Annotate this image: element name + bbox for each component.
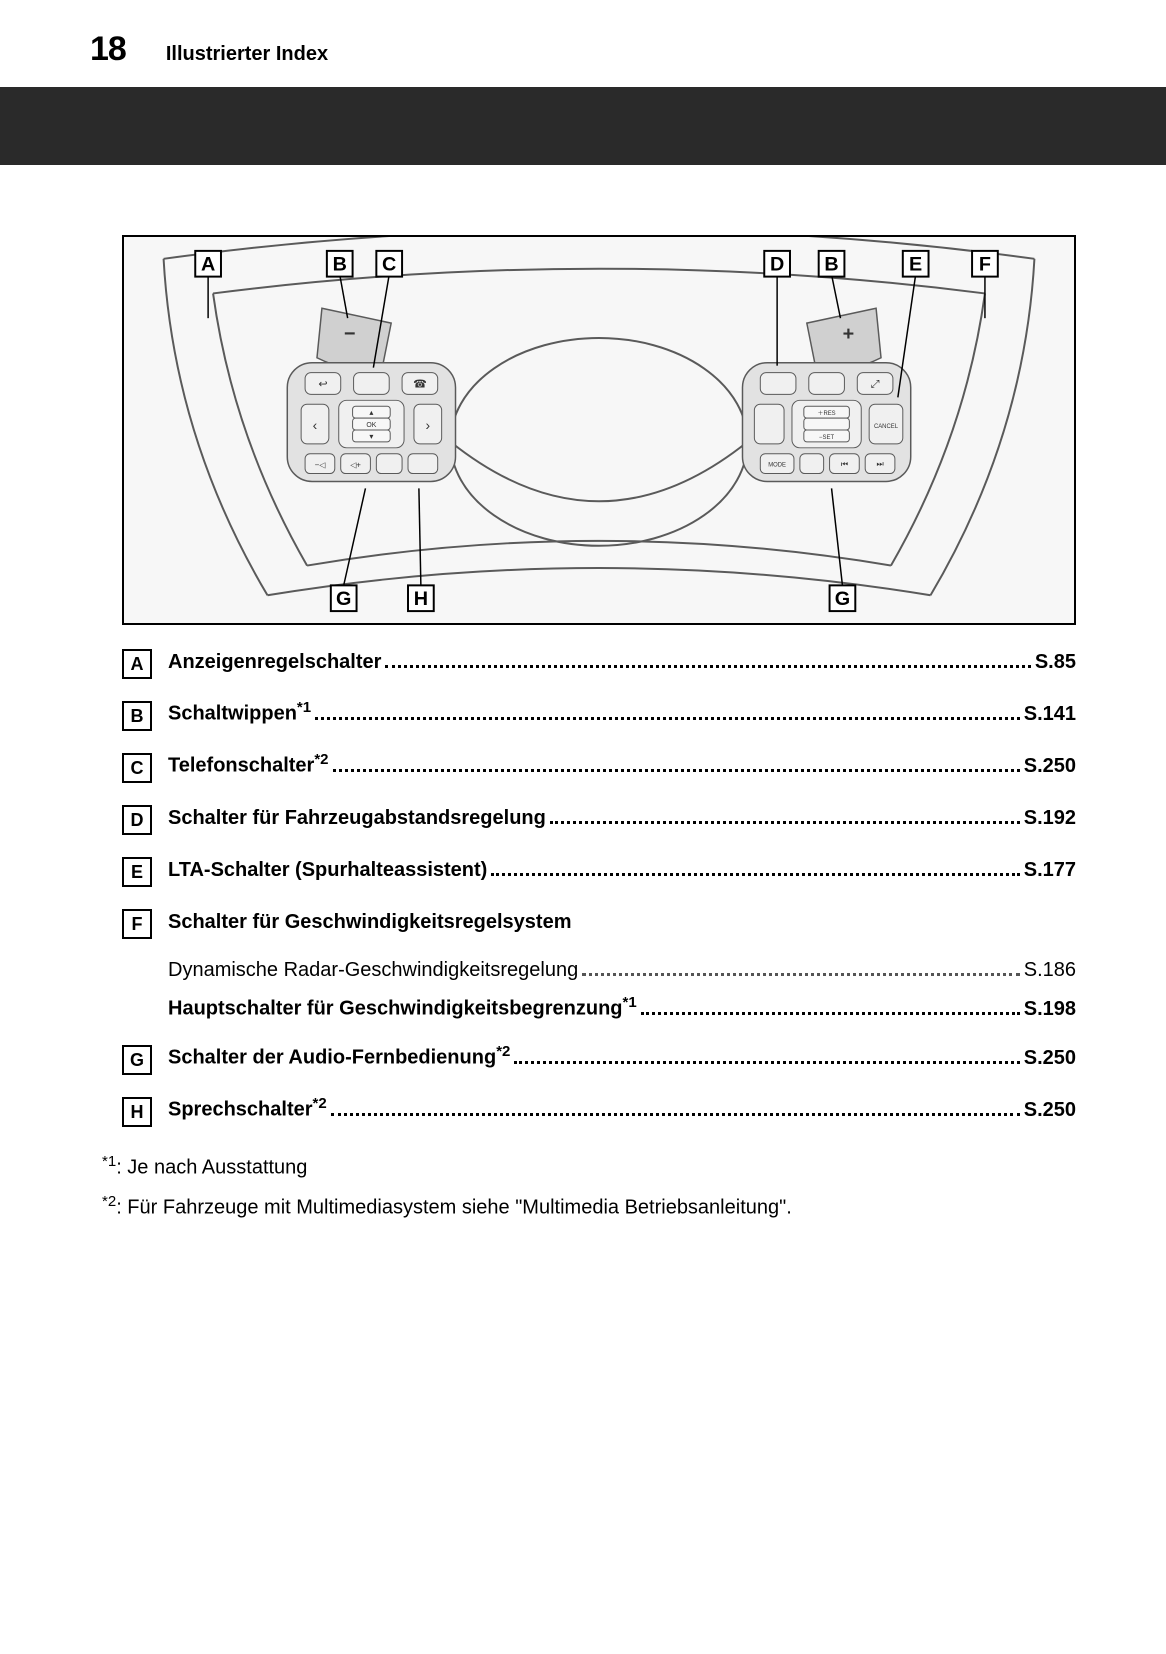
entry-letter: E xyxy=(122,857,152,887)
steering-wheel-diagram: − + ↩ ☎ ‹ xyxy=(122,235,1076,625)
svg-text:↩: ↩ xyxy=(318,378,327,390)
entry-label: Telefonschalter*2 xyxy=(168,751,329,778)
entry-page: S.141 xyxy=(1024,703,1076,726)
entry-leader xyxy=(331,1112,1020,1116)
entry-page: S.250 xyxy=(1024,755,1076,778)
entry-page: S.177 xyxy=(1024,859,1076,882)
footnote: *1: Je nach Ausstattung xyxy=(102,1147,1096,1188)
entry-leader xyxy=(491,872,1019,876)
entry-leader xyxy=(333,768,1020,772)
entry-page: S.250 xyxy=(1024,1047,1076,1070)
index-subentry: Dynamische Radar-Geschwindigkeitsregelun… xyxy=(168,959,1076,982)
index-entry: A Anzeigenregelschalter S.85 xyxy=(122,647,1076,677)
entry-label: LTA-Schalter (Spurhalteassistent) xyxy=(168,859,487,882)
entry-leader xyxy=(514,1060,1019,1064)
svg-text:G: G xyxy=(336,588,351,610)
entry-label: Anzeigenregelschalter xyxy=(168,651,381,674)
index-subentry: Hauptschalter für Geschwindigkeitsbegren… xyxy=(168,994,1076,1021)
section-title: Illustrierter Index xyxy=(166,43,328,66)
entry-label: Schalter für Geschwindigkeitsregelsystem xyxy=(168,911,572,934)
page-number: 18 xyxy=(90,30,126,69)
entry-letter: G xyxy=(122,1045,152,1075)
svg-text:+: + xyxy=(843,323,855,345)
svg-text:B: B xyxy=(824,254,838,276)
svg-text:▾: ▾ xyxy=(369,432,373,441)
svg-text:B: B xyxy=(333,254,347,276)
index-entry: H Sprechschalter*2 S.250 xyxy=(122,1095,1076,1125)
footnotes: *1: Je nach Ausstattung*2: Für Fahrzeuge… xyxy=(102,1147,1096,1228)
svg-text:◁+: ◁+ xyxy=(350,461,361,470)
entry-letter: D xyxy=(122,805,152,835)
index-entry: D Schalter für Fahrzeugabstandsregelung S… xyxy=(122,803,1076,833)
svg-text:C: C xyxy=(382,254,396,276)
svg-text:＋RES: ＋RES xyxy=(818,410,836,417)
entry-leader xyxy=(641,1011,1020,1015)
entry-label: Sprechschalter*2 xyxy=(168,1095,327,1122)
svg-text:F: F xyxy=(979,254,991,276)
entry-leader xyxy=(315,716,1020,720)
entry-letter: B xyxy=(122,701,152,731)
svg-text:E: E xyxy=(909,254,922,276)
entry-page: S.250 xyxy=(1024,1099,1076,1122)
entry-label: Schalter der Audio-Fernbedienung*2 xyxy=(168,1043,510,1070)
entry-letter: F xyxy=(122,909,152,939)
svg-text:−SET: −SET xyxy=(819,435,834,441)
svg-text:⏮: ⏮ xyxy=(841,460,848,469)
index-entry: E LTA-Schalter (Spurhalteassistent) S.177 xyxy=(122,855,1076,885)
index-entry: G Schalter der Audio-Fernbedienung*2 S.25… xyxy=(122,1043,1076,1073)
entry-label: Schalter für Fahrzeugabstandsregelung xyxy=(168,807,546,830)
page-header: 18 Illustrierter Index xyxy=(90,30,1096,69)
svg-text:OK: OK xyxy=(366,422,376,429)
entry-label: Schaltwippen*1 xyxy=(168,699,311,726)
entry-page: S.186 xyxy=(1024,959,1076,982)
index-entries: A Anzeigenregelschalter S.85 B Schaltwippen… xyxy=(122,647,1076,1125)
svg-text:‹: ‹ xyxy=(313,417,318,433)
entry-leader xyxy=(550,820,1020,824)
entry-letter: A xyxy=(122,649,152,679)
svg-text:⏭: ⏭ xyxy=(876,460,883,469)
header-strip xyxy=(0,87,1166,165)
svg-text:A: A xyxy=(201,254,215,276)
svg-text:D: D xyxy=(770,254,784,276)
entry-label: Hauptschalter für Geschwindigkeitsbegren… xyxy=(168,994,637,1021)
svg-text:G: G xyxy=(835,588,850,610)
figure: − + ↩ ☎ ‹ xyxy=(122,235,1076,625)
entry-page: S.85 xyxy=(1035,651,1076,674)
svg-text:H: H xyxy=(414,588,428,610)
index-entry: C Telefonschalter*2 S.250 xyxy=(122,751,1076,781)
svg-text:CANCEL: CANCEL xyxy=(874,424,899,430)
entry-page: S.198 xyxy=(1024,998,1076,1021)
index-entry: B Schaltwippen*1 S.141 xyxy=(122,699,1076,729)
svg-text:−: − xyxy=(344,323,356,345)
page: 18 Illustrierter Index xyxy=(0,0,1166,1654)
index-entry: F Schalter für Geschwindigkeitsregelsyste… xyxy=(122,907,1076,937)
entry-leader xyxy=(385,664,1030,668)
entry-leader xyxy=(582,972,1020,976)
svg-text:⤢: ⤢ xyxy=(871,378,880,390)
entry-page: S.192 xyxy=(1024,807,1076,830)
entry-letter: C xyxy=(122,753,152,783)
entry-letter: H xyxy=(122,1097,152,1127)
footnote: *2: Für Fahrzeuge mit Multimediasystem s… xyxy=(102,1187,1096,1228)
svg-text:›: › xyxy=(425,417,430,433)
svg-text:MODE: MODE xyxy=(768,463,786,469)
svg-text:▴: ▴ xyxy=(369,408,373,417)
svg-text:☎: ☎ xyxy=(413,378,427,390)
svg-text:−◁: −◁ xyxy=(315,461,327,470)
entry-label: Dynamische Radar-Geschwindigkeitsregelun… xyxy=(168,959,578,982)
